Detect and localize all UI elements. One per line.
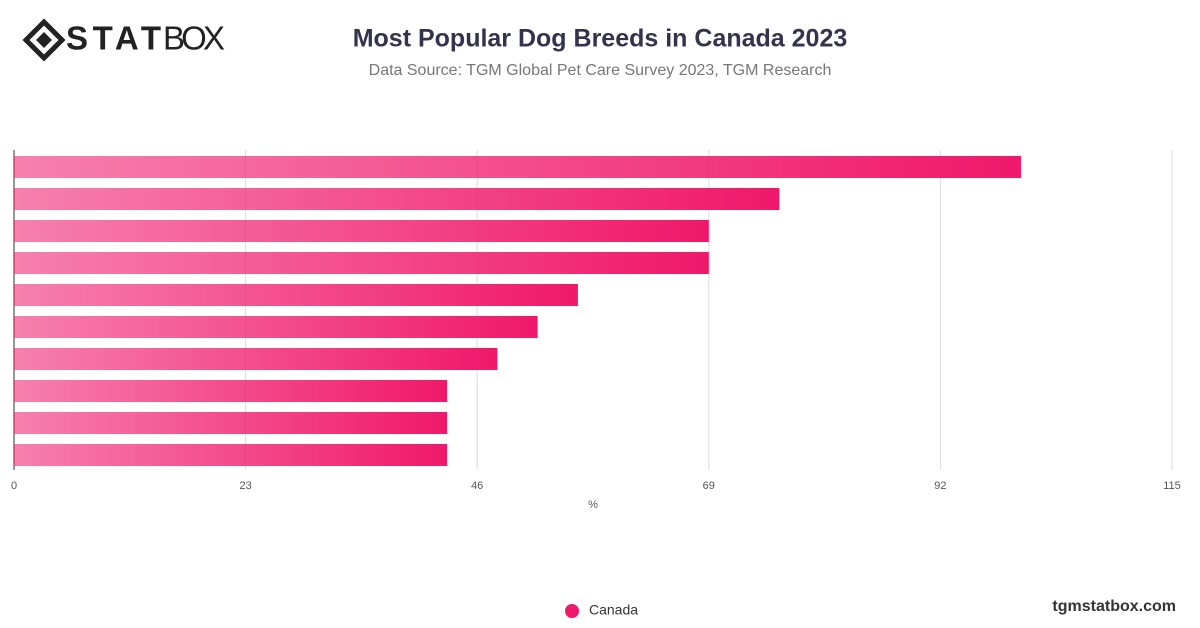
bar bbox=[14, 188, 780, 210]
bar bbox=[14, 380, 447, 402]
bar bbox=[14, 316, 538, 338]
x-tick-label: 23 bbox=[239, 480, 251, 492]
bar bbox=[14, 284, 578, 306]
x-tick-label: 46 bbox=[471, 480, 483, 492]
logo: STAT BOX bbox=[22, 18, 225, 62]
legend-marker bbox=[565, 604, 579, 618]
x-tick-label: 69 bbox=[703, 480, 715, 492]
x-tick-label: 0 bbox=[11, 480, 17, 492]
bar bbox=[14, 348, 498, 370]
bar bbox=[14, 252, 709, 274]
logo-icon-inner bbox=[36, 32, 52, 48]
logo-bold: STAT bbox=[66, 20, 161, 57]
x-tick-label: 92 bbox=[934, 480, 946, 492]
chart-title: Most Popular Dog Breeds in Canada 2023 bbox=[353, 25, 848, 53]
bar bbox=[14, 220, 709, 242]
logo-light: BOX bbox=[163, 20, 225, 57]
x-axis-label: % bbox=[588, 499, 598, 511]
legend-label: Canada bbox=[589, 602, 638, 618]
logo-icon bbox=[22, 18, 66, 62]
bar bbox=[14, 156, 1021, 178]
footer: tgmstatbox.com bbox=[1052, 598, 1176, 615]
bar bbox=[14, 444, 447, 466]
x-tick-label: 115 bbox=[1163, 480, 1181, 492]
chart-subtitle: Data Source: TGM Global Pet Care Survey … bbox=[369, 62, 832, 79]
bar bbox=[14, 412, 447, 434]
